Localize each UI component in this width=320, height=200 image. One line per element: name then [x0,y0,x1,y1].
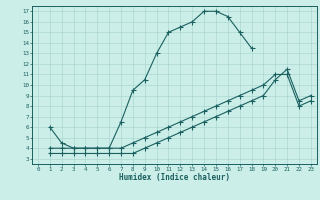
X-axis label: Humidex (Indice chaleur): Humidex (Indice chaleur) [119,173,230,182]
